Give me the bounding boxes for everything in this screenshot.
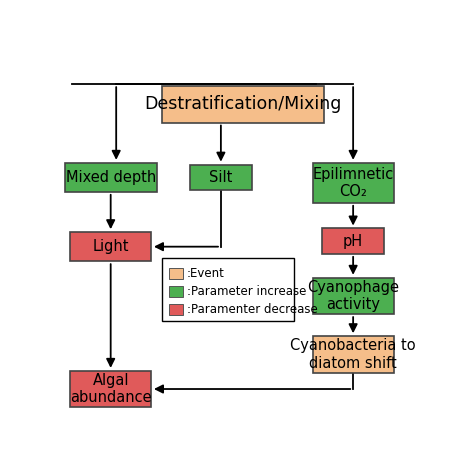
FancyBboxPatch shape (162, 86, 324, 123)
FancyBboxPatch shape (313, 163, 393, 203)
FancyBboxPatch shape (169, 268, 182, 279)
Text: :Event: :Event (187, 267, 225, 280)
FancyBboxPatch shape (313, 336, 393, 373)
Text: Destratification/Mixing: Destratification/Mixing (144, 95, 342, 113)
FancyBboxPatch shape (169, 286, 182, 297)
FancyBboxPatch shape (322, 228, 384, 254)
FancyBboxPatch shape (313, 278, 393, 314)
Text: Silt: Silt (209, 170, 233, 185)
FancyBboxPatch shape (65, 163, 156, 192)
Text: Epilimnetic
CO₂: Epilimnetic CO₂ (312, 166, 394, 199)
Text: Cyanobacteria to
diatom shift: Cyanobacteria to diatom shift (290, 338, 416, 371)
FancyBboxPatch shape (190, 164, 252, 190)
FancyBboxPatch shape (169, 304, 182, 315)
Text: :Parameter increase: :Parameter increase (187, 285, 307, 298)
Text: :Paramenter decrease: :Paramenter decrease (187, 303, 318, 316)
Text: Light: Light (92, 239, 129, 254)
FancyBboxPatch shape (70, 371, 151, 407)
Text: Algal
abundance: Algal abundance (70, 373, 152, 405)
Text: Mixed depth: Mixed depth (65, 170, 156, 185)
Text: pH: pH (343, 234, 363, 249)
FancyBboxPatch shape (70, 232, 151, 261)
Text: Cyanophage
activity: Cyanophage activity (307, 280, 399, 312)
FancyBboxPatch shape (162, 258, 294, 321)
